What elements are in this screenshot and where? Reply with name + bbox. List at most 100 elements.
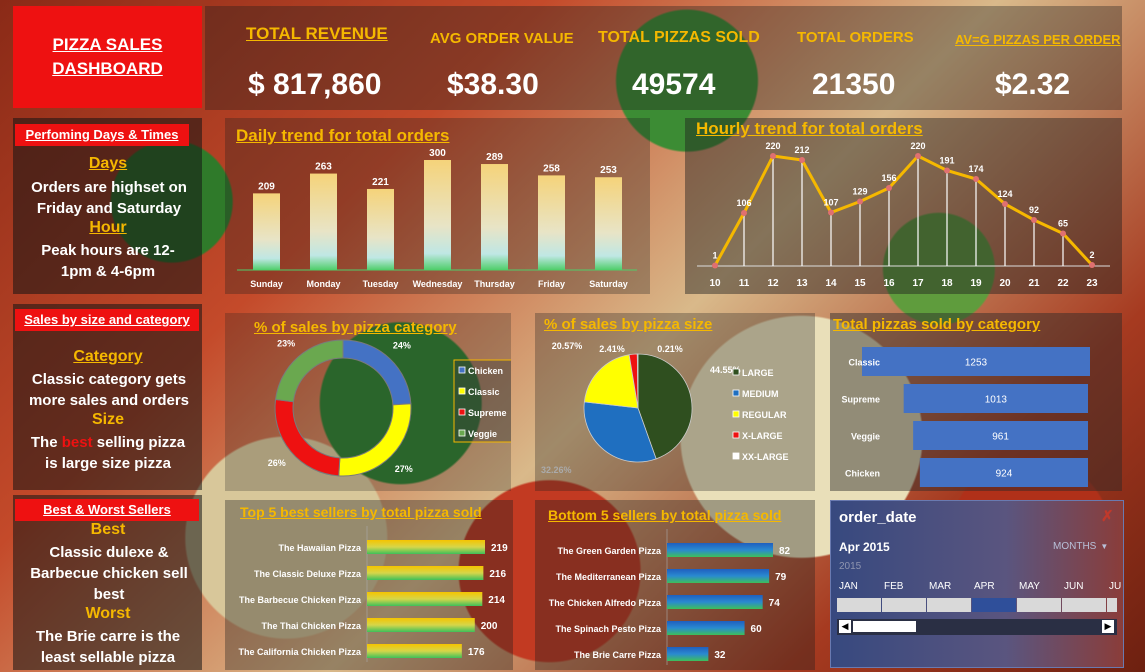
bottom5-tick-label: The Spinach Pesto Pizza (555, 624, 662, 634)
top5-bar (367, 618, 475, 632)
slicer-level-dropdown[interactable]: MONTHS ▼ (1053, 541, 1108, 552)
hourly-point-label: 107 (823, 198, 838, 208)
hourly-point (828, 209, 834, 216)
daily-bar-label: 263 (315, 162, 332, 173)
donut-legend-label: Chicken (468, 366, 503, 376)
slicer-month-tile[interactable] (1017, 598, 1061, 612)
top5-tick-label: The Classic Deluxe Pizza (254, 569, 362, 579)
pie-slice-label: 2.41% (599, 344, 625, 354)
slicer-month-tile[interactable] (1107, 598, 1117, 612)
kpi-avg-order-label: AVG ORDER VALUE (430, 30, 574, 47)
daily-bar-label: 258 (543, 163, 560, 174)
slicer-month-tile[interactable] (837, 598, 881, 612)
hourly-point-label: 174 (968, 164, 983, 174)
category-tick-label: Supreme (841, 395, 880, 405)
kpi-total-revenue-label: TOTAL REVENUE (246, 24, 388, 43)
slicer-month-label: MAY (1019, 581, 1040, 592)
donut-slice (274, 339, 344, 403)
daily-bar (310, 173, 337, 270)
top5-bar (367, 644, 462, 658)
size-text: The best selling pizza is large size piz… (28, 432, 188, 474)
donut-legend-swatch (458, 429, 466, 437)
scroll-left-button[interactable]: ◀ (839, 620, 851, 633)
hourly-tick-label: 10 (709, 278, 721, 289)
category-tick-label: Classic (848, 358, 880, 368)
pie-slice (583, 401, 657, 463)
hourly-point-label: 106 (736, 198, 751, 208)
daily-tick-label: Thursday (474, 279, 515, 289)
daily-tick-label: Friday (538, 279, 565, 289)
kpi-pizzas-sold-label: TOTAL PIZZAS SOLD (598, 29, 760, 46)
category-bar-label: 1253 (965, 358, 988, 369)
hourly-point-label: 65 (1058, 219, 1068, 229)
top5-panel (225, 500, 513, 670)
hourly-tick-label: 11 (739, 278, 750, 289)
slicer-scrollbar[interactable]: ◀ ▶ (837, 619, 1117, 635)
hourly-point-label: 124 (997, 189, 1012, 199)
size-text-post: selling pizza is large size pizza (45, 434, 186, 472)
top5-bar-label: 216 (489, 569, 506, 580)
top5-bar (367, 540, 485, 554)
section-header-size-category: Sales by size and category (15, 309, 199, 331)
bottom5-bar-label: 79 (775, 572, 787, 583)
pie-legend-label: XX-LARGE (742, 452, 789, 462)
slicer-month-tile[interactable] (927, 598, 971, 612)
slicer-month-tile[interactable] (1062, 598, 1106, 612)
kpi-avg-pizzas-label: AV=G PIZZAS PER ORDER (955, 32, 1121, 47)
hourly-trend-title: Hourly trend for total orders (696, 119, 923, 138)
bottom5-panel (535, 500, 815, 670)
category-bar-label: 1013 (985, 395, 1008, 406)
hourly-point-label: 2 (1089, 250, 1094, 260)
size-title: Size (91, 411, 124, 428)
donut-legend-label: Supreme (468, 408, 507, 418)
daily-bar-label: 300 (429, 148, 446, 159)
best-text: Classic dulexe & Barbecue chicken sell b… (30, 544, 188, 603)
order-date-slicer[interactable]: order_date ✗ Apr 2015 MONTHS ▼ 2015 JAN F… (830, 500, 1124, 668)
hourly-point-label: 92 (1029, 205, 1039, 215)
pie-slice (636, 353, 639, 409)
kpi-strip (205, 6, 1122, 110)
kpi-total-orders-value: 21350 (812, 68, 896, 101)
bottom5-bar (667, 569, 770, 583)
top5-tick-label: The Barbecue Chicken Pizza (239, 595, 362, 605)
kpi-avg-order-value: $38.30 (447, 68, 539, 101)
slicer-month-tile[interactable] (972, 598, 1016, 612)
daily-bar-label: 289 (486, 152, 503, 163)
category-donut-title: % of sales by pizza category (254, 319, 457, 336)
clear-filter-icon[interactable]: ✗ (1101, 508, 1114, 525)
hourly-point (1031, 217, 1037, 223)
slicer-month-tile[interactable] (882, 598, 926, 612)
chevron-down-icon: ▼ (1100, 542, 1109, 551)
bottom5-tick-label: The Mediterranean Pizza (556, 572, 662, 582)
top5-bar-label: 219 (491, 543, 508, 554)
kpi-pizzas-sold-value: 49574 (632, 68, 716, 101)
pie-slice (583, 354, 639, 409)
daily-bar (538, 175, 565, 270)
hourly-tick-label: 18 (941, 278, 953, 289)
hourly-tick-label: 21 (1028, 278, 1040, 289)
top5-bar (367, 566, 484, 580)
category-bars-title: Total pizzas sold by category (833, 316, 1041, 333)
bottom5-bar-label: 82 (779, 546, 791, 557)
daily-bar (424, 160, 451, 270)
donut-legend-swatch (458, 366, 466, 374)
bottom5-bar (667, 543, 773, 557)
sidebar-panel-3 (13, 495, 202, 670)
worst-title: Worst (85, 605, 131, 622)
worst-text: The Brie carre is the least sellable piz… (35, 628, 181, 666)
pie-legend-swatch (732, 452, 740, 460)
sidebar-panel-1 (13, 118, 202, 294)
daily-tick-label: Saturday (589, 279, 628, 289)
scroll-right-button[interactable]: ▶ (1102, 620, 1114, 633)
hourly-point (1060, 230, 1066, 237)
slicer-month-label: JAN (839, 581, 858, 592)
scroll-thumb[interactable] (853, 621, 916, 632)
hourly-series-line (713, 154, 1094, 267)
hourly-point (1089, 262, 1095, 268)
slicer-year: 2015 (839, 561, 862, 572)
size-text-pre: The (30, 434, 62, 451)
kpi-total-revenue-value: $ 817,860 (248, 68, 382, 101)
donut-legend-box (453, 359, 511, 443)
donut-legend-label: Classic (468, 387, 500, 397)
pie-slice-label: 0.21% (657, 344, 683, 354)
